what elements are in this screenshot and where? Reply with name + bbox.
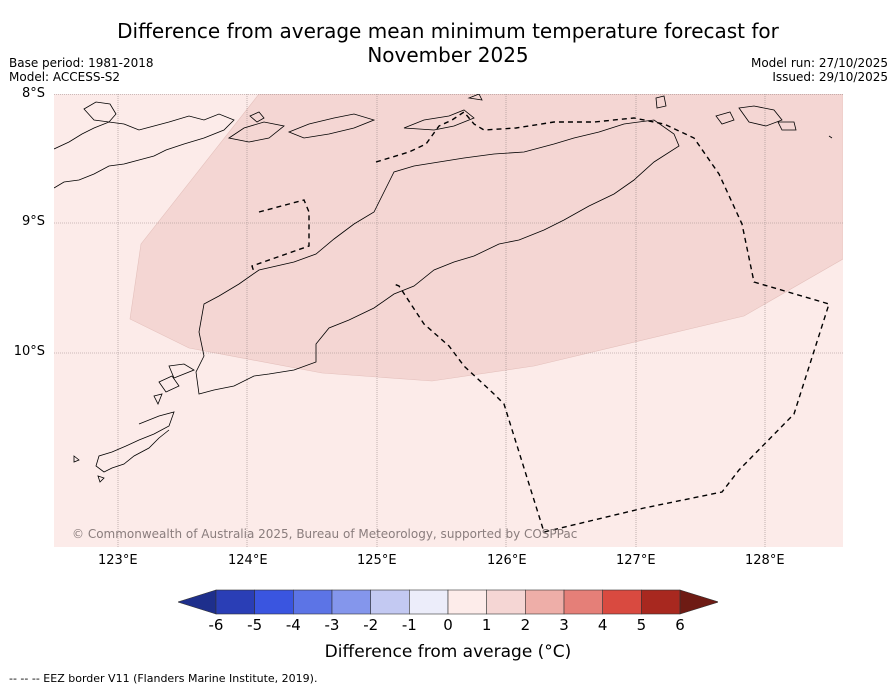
model-run-date: Model run: 27/10/2025 [750,56,888,70]
lat-label-10s: 10°S [13,344,45,359]
model-name: Model: ACCESS-S2 [9,70,121,84]
colorbar-tick-label: -1 [402,616,417,634]
forecast-map [54,94,843,547]
lon-label-123e: 123°E [98,553,138,568]
colorbar-swatch [563,589,603,615]
lon-label-128e: 128°E [745,553,785,568]
colorbar-tick-label: 6 [675,616,685,634]
eez-borders [251,111,830,533]
colorbar-swatch [254,589,294,615]
colorbar-tick-label: 0 [443,616,453,634]
colorbar-swatch [178,589,217,615]
colorbar-title: Difference from average (°C) [324,642,572,662]
base-period: Base period: 1981-2018 [9,56,154,70]
colorbar-swatch [641,589,681,615]
colorbar-swatch [293,589,333,615]
colorbar-swatch [679,589,718,615]
anomaly-region-1-to-2 [129,94,843,382]
chart-title: Difference from average mean minimum tem… [0,19,896,67]
colorbar-swatch [447,589,487,615]
title-line-2: November 2025 [367,43,529,67]
lon-label-127e: 127°E [616,553,656,568]
colorbar-tick-label: -3 [325,616,340,634]
coastlines [54,94,833,483]
title-line-1: Difference from average mean minimum tem… [117,19,779,43]
graticule [54,94,843,547]
colorbar-swatch [370,589,410,615]
eez-legend-note: -- -- -- EEZ border V11 (Flanders Marine… [9,672,318,685]
colorbar-swatch [486,589,526,615]
colorbar-tick-label: -4 [286,616,301,634]
colorbar-tick-label: 4 [598,616,608,634]
colorbar-swatch [602,589,642,615]
lon-label-126e: 126°E [487,553,527,568]
colorbar-swatch [215,589,255,615]
colorbar-ticks: -6 -5 -4 -3 -2 -1 0 1 2 3 4 5 6 [209,616,685,634]
lon-label-125e: 125°E [357,553,397,568]
colorbar-tick-label: 3 [559,616,569,634]
colorbar-tick-label: -5 [247,616,262,634]
colorbar-swatch [409,589,449,615]
colorbar-swatches [178,589,718,615]
lat-label-9s: 9°S [21,214,45,229]
colorbar-tick-label: -2 [363,616,378,634]
colorbar-swatch [331,589,371,615]
lat-label-8s: 8°S [21,86,45,101]
lon-label-124e: 124°E [228,553,268,568]
colorbar: -6 -5 -4 -3 -2 -1 0 1 2 3 4 5 6 [178,589,718,634]
colorbar-swatch [525,589,565,615]
issued-date: Issued: 29/10/2025 [772,70,888,84]
colorbar-tick-label: -6 [209,616,224,634]
colorbar-tick-label: 5 [637,616,647,634]
colorbar-tick-label: 2 [521,616,531,634]
colorbar-tick-label: 1 [482,616,492,634]
copyright-notice: © Commonwealth of Australia 2025, Bureau… [72,527,578,541]
